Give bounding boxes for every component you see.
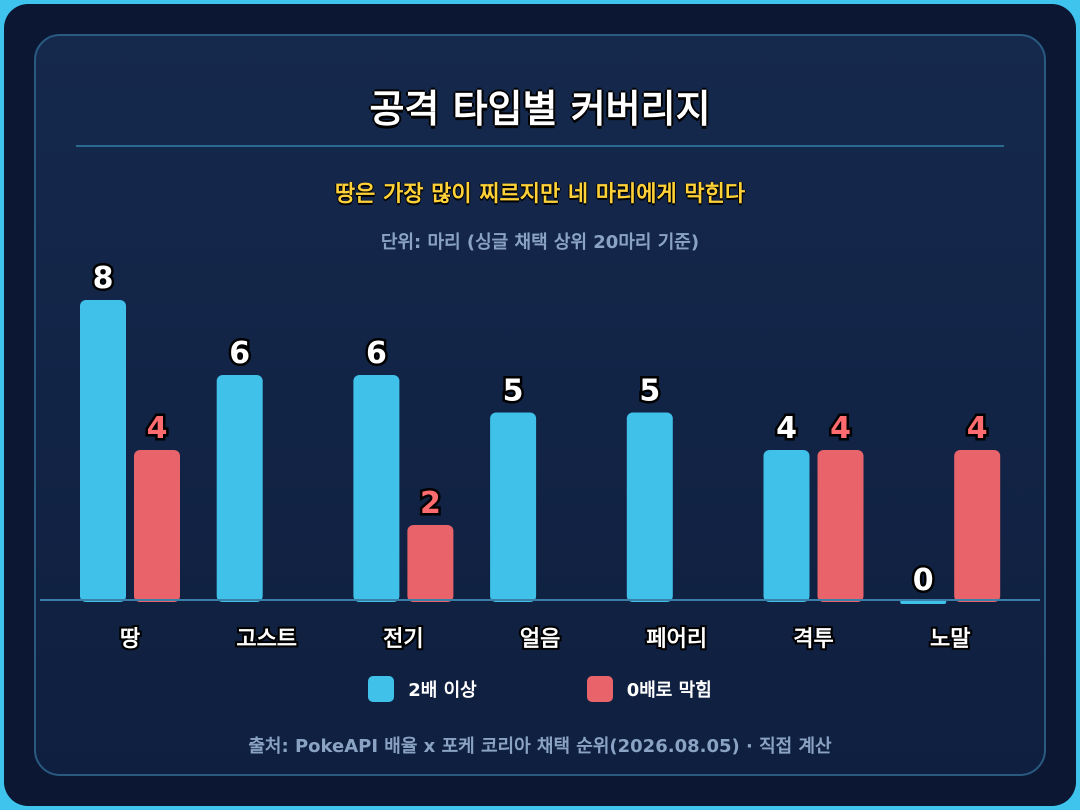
category-label-2: 전기 — [383, 627, 423, 652]
bar-0-4 — [627, 413, 673, 603]
source-note: 출처: PokeAPI 배율 x 포케 코리아 채택 순위(2026.08.05… — [0, 732, 1080, 758]
data-label-0-2: 6 — [366, 336, 387, 371]
data-label-0-1: 6 — [229, 336, 250, 371]
category-label-5: 격투 — [793, 627, 833, 652]
legend-item-series-1: 0배로 막힘 — [587, 676, 712, 702]
data-label-0-5: 4 — [776, 411, 797, 446]
bar-0-5 — [764, 450, 810, 602]
legend-swatch-series-0 — [368, 676, 394, 702]
data-label-1-2: 2 — [420, 486, 441, 521]
bar-1-0 — [134, 450, 180, 602]
legend-label-series-0: 2배 이상 — [408, 676, 476, 702]
bar-0-1 — [217, 375, 263, 602]
category-label-4: 페어리 — [646, 627, 707, 652]
bar-1-6 — [954, 450, 1000, 602]
category-label-0: 땅 — [120, 627, 140, 652]
legend-label-series-1: 0배로 막힘 — [627, 676, 712, 702]
data-label-0-6: 0 — [913, 563, 934, 598]
category-label-6: 노말 — [930, 627, 970, 652]
legend-item-series-0: 2배 이상 — [368, 676, 476, 702]
data-label-0-0: 8 — [93, 261, 114, 296]
legend-swatch-series-1 — [587, 676, 613, 702]
data-label-0-4: 5 — [639, 374, 660, 409]
category-label-3: 얼음 — [520, 627, 560, 652]
bar-0-0 — [80, 300, 126, 602]
data-label-1-0: 4 — [147, 411, 168, 446]
bar-1-5 — [818, 450, 864, 602]
data-label-0-3: 5 — [503, 374, 524, 409]
category-label-1: 고스트 — [236, 627, 297, 652]
legend: 2배 이상 0배로 막힘 — [0, 676, 1080, 702]
bar-0-3 — [490, 413, 536, 603]
data-label-1-6: 4 — [967, 411, 988, 446]
data-label-1-5: 4 — [830, 411, 851, 446]
bar-0-2 — [353, 375, 399, 602]
bar-1-2 — [407, 525, 453, 602]
